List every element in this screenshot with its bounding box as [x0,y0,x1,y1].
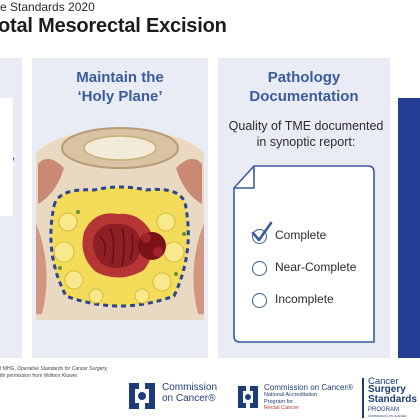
napc-logo-line4: Rectal Cancer [264,405,299,411]
image-credit: t MHG, Operative Standards for Cancer Su… [0,366,108,380]
coc-logo-mark-icon [129,383,155,409]
napc-logo-line3: Program for [264,398,294,405]
cssp-logo: Cancer Surgery Standards PROGRAM COMMISS… [362,376,420,420]
coc-logo-line1: Commission [162,382,218,393]
tme-quality-line1: Quality of TME documented [228,119,384,133]
cssp-logo-line4: PROGRAM [368,407,400,413]
credit-line2: ith permission from Wolters Kluwer. [0,373,79,379]
tme-quality-line2: in synoptic report: [256,135,356,149]
middle-heading-line2: ‘Holy Plane’ [77,88,163,105]
coc-logo-line2: on Cancer® [162,393,216,404]
page-title: otal Mesorectal Excision [0,15,227,37]
pelvis-cross-section-illustration [36,127,204,320]
option-complete-label: Complete [275,228,327,242]
cssp-logo-line3: Standards [368,394,417,405]
credit-line1: t MHG, Operative Standards for Cancer Su… [0,366,108,373]
left-panel-fragment: , [12,150,16,162]
tme-quality-text: Quality of TME documented in synoptic re… [222,118,390,150]
header-top-line: e Standards 2020 [0,0,95,14]
napc-logo: Commission on Cancer® National Accredita… [236,383,353,415]
cssp-logo-main: Surgery Standards [368,385,417,405]
credit-line1-a: t MHG, [0,366,18,372]
right-heading-line1: Pathology [267,69,341,86]
napc-logo-mark-icon [238,386,258,408]
cssp-logo-line5: COMMISSION ON CANCER [368,414,407,418]
right-panel-heading: Pathology Documentation [218,68,390,106]
middle-heading-line1: Maintain the [76,69,164,86]
credit-line1-b: Operative Standards for Cancer Surgery, [17,366,108,372]
option-near-complete-label: Near-Complete [275,260,357,274]
coc-logo-text: Commission on Cancer® [162,382,217,404]
blue-side-panel [398,98,420,358]
napc-logo-mid: National Accreditation Program for [264,392,317,405]
cssp-logo-line1: Cancer [368,376,399,387]
radio-near-complete[interactable] [252,261,267,276]
left-panel-card [0,98,13,216]
middle-panel-heading: Maintain the ‘Holy Plane’ [32,68,208,106]
cssp-logo-line2: Surgery [368,384,406,395]
right-heading-line2: Documentation [249,88,359,105]
document-icon [233,165,375,343]
napc-logo-line2: National Accreditation [264,392,318,398]
cssp-logo-bar [362,378,364,418]
option-incomplete-label: Incomplete [275,292,334,306]
radio-incomplete[interactable] [252,293,267,308]
napc-logo-line1: Commission on Cancer® [264,383,354,392]
coc-logo: Commission on Cancer® [126,380,217,417]
checkmark-icon [251,221,273,242]
